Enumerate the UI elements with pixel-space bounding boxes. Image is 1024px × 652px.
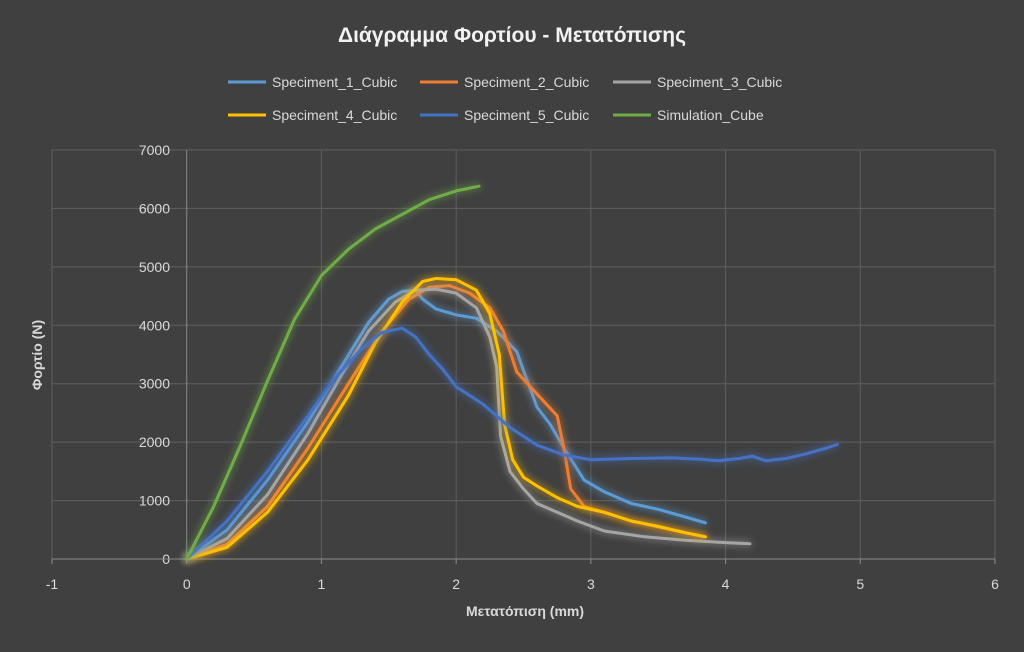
x-tick-label: 5 (856, 576, 864, 592)
x-tick-label: 0 (183, 576, 191, 592)
legend-item: Speciment_2_Cubic (420, 74, 589, 90)
grid (51, 149, 996, 559)
y-axis-label: Φορτίο (N) (29, 320, 45, 390)
series-line (185, 326, 839, 561)
legend-label: Speciment_2_Cubic (464, 74, 589, 90)
y-tick-label: 2000 (139, 434, 170, 450)
y-tick-label: 1000 (139, 493, 170, 509)
x-tick-label: 2 (452, 576, 460, 592)
x-tick-label: 4 (722, 576, 730, 592)
x-tick-label: -1 (46, 576, 59, 592)
legend-label: Speciment_5_Cubic (464, 107, 589, 123)
x-tick-label: 6 (991, 576, 999, 592)
legend-label: Speciment_3_Cubic (657, 74, 782, 90)
chart-title: Διάγραμμα Φορτίου - Μετατόπισης (338, 24, 686, 47)
series-line (185, 277, 707, 561)
series-layer (185, 184, 839, 561)
series-6 (185, 184, 481, 561)
legend-item: Speciment_4_Cubic (228, 107, 397, 123)
y-tick-label: 4000 (139, 317, 170, 333)
x-tick-label: 1 (318, 576, 326, 592)
series-4 (185, 277, 707, 561)
y-tick-label: 6000 (139, 200, 170, 216)
x-tick-label: 3 (587, 576, 595, 592)
series-line (185, 288, 707, 561)
legend: Speciment_1_Cubic Speciment_2_Cubic Specim… (228, 74, 782, 123)
y-tick-label: 7000 (139, 142, 170, 158)
legend-item: Speciment_1_Cubic (228, 74, 397, 90)
legend-label: Speciment_4_Cubic (272, 107, 397, 123)
series-line (185, 287, 752, 561)
legend-label: Simulation_Cube (657, 107, 764, 123)
y-tick-label: 3000 (139, 376, 170, 392)
legend-item: Speciment_5_Cubic (420, 107, 589, 123)
series-5 (185, 326, 839, 561)
legend-item: Simulation_Cube (613, 107, 764, 123)
series-line (185, 184, 481, 561)
y-tick-label: 5000 (139, 259, 170, 275)
series-3 (185, 287, 752, 561)
series-1 (185, 288, 707, 561)
x-axis-label: Μετατόπιση (mm) (466, 603, 584, 619)
legend-label: Speciment_1_Cubic (272, 74, 397, 90)
legend-item: Speciment_3_Cubic (613, 74, 782, 90)
